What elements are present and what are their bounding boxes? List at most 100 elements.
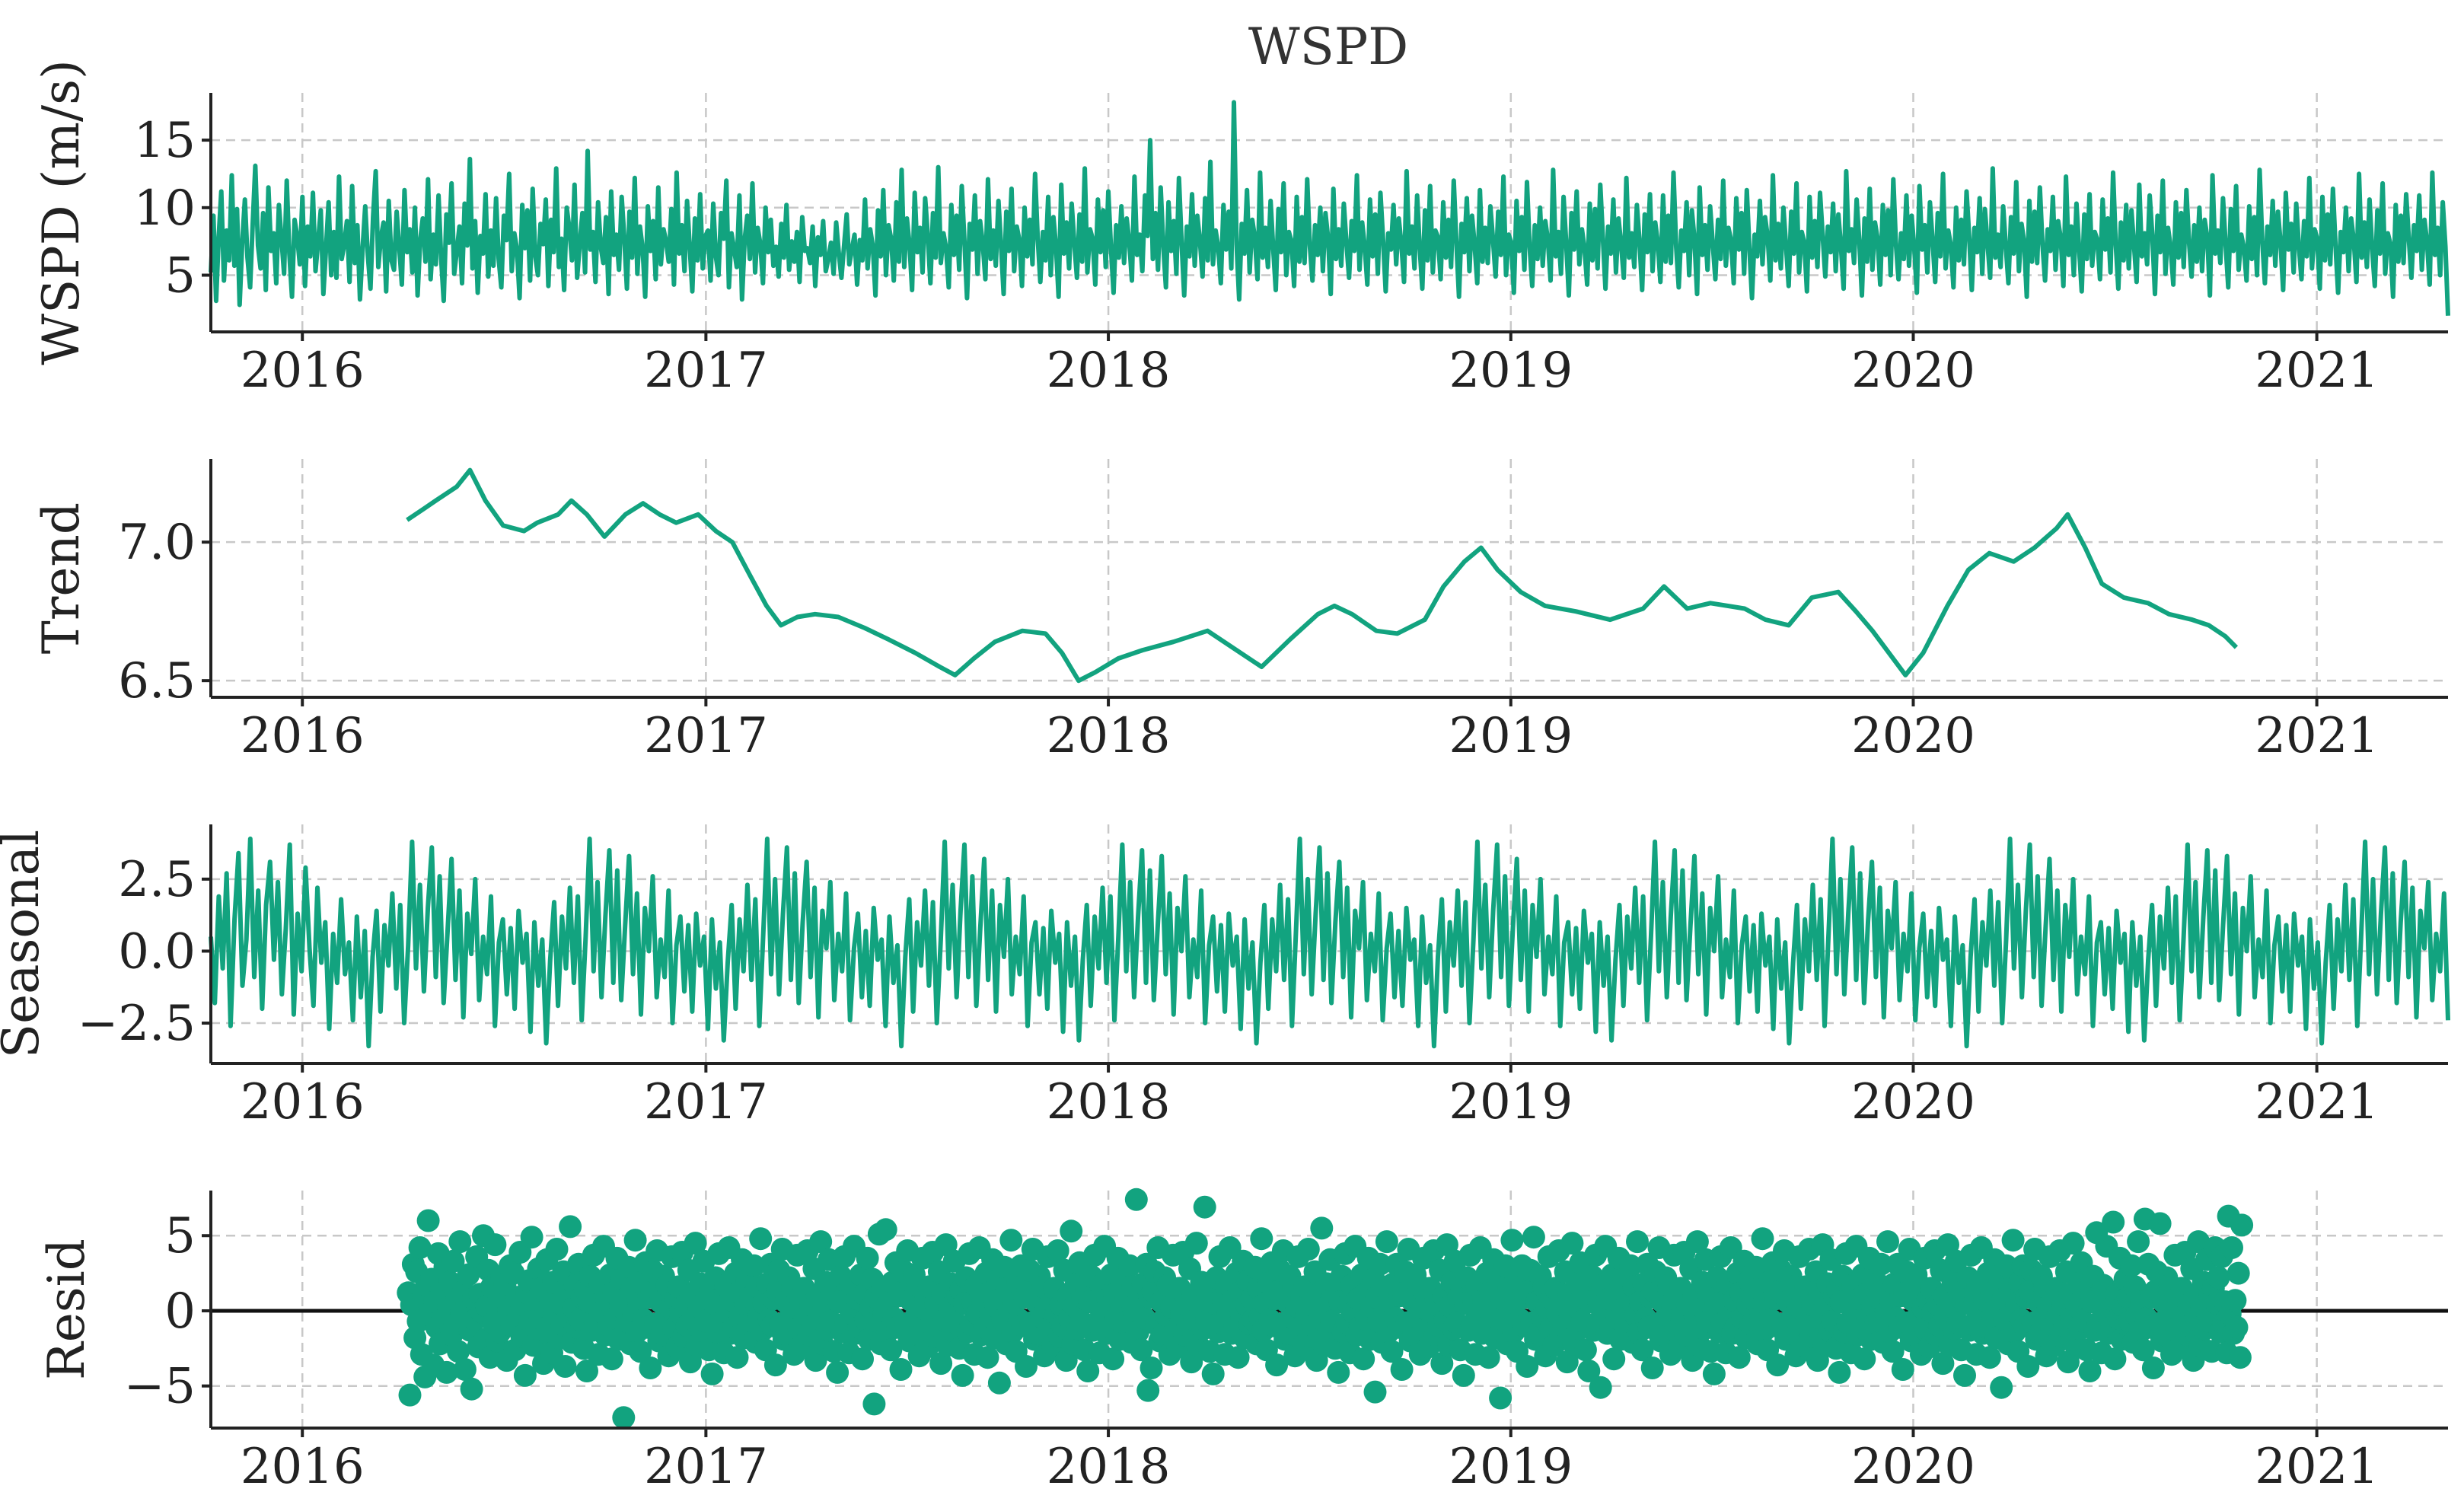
seasonal-ytick-label-0: −2.5 bbox=[78, 996, 196, 1052]
resid-point bbox=[2225, 1315, 2249, 1339]
resid-point bbox=[763, 1353, 787, 1377]
resid-point bbox=[1184, 1232, 1208, 1255]
resid-point bbox=[1978, 1346, 2001, 1369]
resid-point bbox=[2223, 1289, 2247, 1312]
resid-point bbox=[513, 1363, 537, 1387]
resid-point bbox=[1630, 1338, 1654, 1362]
resid-point bbox=[1477, 1346, 1500, 1369]
resid-point bbox=[2001, 1229, 2025, 1252]
resid-point bbox=[2220, 1236, 2243, 1259]
observed-xtick-label-2019: 2019 bbox=[1449, 343, 1573, 399]
resid-point bbox=[1602, 1347, 1626, 1371]
resid-point bbox=[1015, 1355, 1038, 1378]
resid-point bbox=[1130, 1338, 1153, 1362]
resid-point bbox=[408, 1236, 432, 1259]
resid-ytick-label-0: −5 bbox=[124, 1359, 196, 1415]
resid-point bbox=[1101, 1347, 1125, 1371]
resid-point bbox=[700, 1362, 724, 1385]
resid-point bbox=[1994, 1254, 2018, 1277]
resid-point bbox=[1375, 1230, 1398, 1254]
resid-point bbox=[1727, 1346, 1751, 1369]
trend-xtick-label-2021: 2021 bbox=[2255, 708, 2379, 764]
resid-point bbox=[447, 1340, 470, 1363]
resid-point bbox=[1702, 1362, 1726, 1385]
resid-point bbox=[1500, 1229, 1524, 1252]
resid-point bbox=[1853, 1347, 1876, 1371]
resid-point bbox=[398, 1383, 422, 1407]
resid-point bbox=[639, 1357, 662, 1379]
resid-point bbox=[1751, 1227, 1774, 1251]
chart-title: WSPD bbox=[1248, 18, 1408, 76]
resid-point bbox=[993, 1255, 1016, 1279]
resid-point bbox=[1046, 1239, 1069, 1262]
resid-point bbox=[629, 1340, 652, 1363]
resid-point bbox=[1369, 1252, 1392, 1276]
resid-point bbox=[559, 1215, 582, 1239]
resid-point bbox=[1516, 1355, 1539, 1378]
resid-point bbox=[1560, 1232, 1584, 1255]
resid-point bbox=[1589, 1376, 1612, 1399]
resid-point bbox=[1891, 1358, 1914, 1381]
resid-point bbox=[1881, 1340, 1905, 1363]
seasonal-xtick-label-2017: 2017 bbox=[644, 1074, 768, 1130]
resid-point bbox=[1577, 1360, 1601, 1382]
resid-point bbox=[1685, 1230, 1709, 1254]
resid-point bbox=[448, 1230, 472, 1254]
resid-point bbox=[742, 1254, 766, 1277]
resid-ytick-label-2: 5 bbox=[164, 1208, 196, 1264]
observed-series-line bbox=[209, 100, 2450, 316]
resid-point bbox=[1452, 1363, 1475, 1387]
resid-ylabel: Resid bbox=[37, 1239, 96, 1380]
resid-point bbox=[1380, 1340, 1404, 1363]
resid-point bbox=[889, 1358, 913, 1381]
seasonal-xtick-label-2019: 2019 bbox=[1449, 1074, 1573, 1130]
seasonal-xtick-label-2020: 2020 bbox=[1851, 1074, 1975, 1130]
resid-point bbox=[1493, 1254, 1517, 1277]
resid-point bbox=[435, 1360, 458, 1384]
resid-point bbox=[749, 1227, 773, 1251]
resid-point bbox=[520, 1226, 543, 1249]
resid-point bbox=[684, 1232, 707, 1255]
resid-point bbox=[575, 1360, 598, 1382]
resid-point bbox=[2061, 1232, 2085, 1255]
resid-point bbox=[1953, 1363, 1976, 1387]
resid-point bbox=[545, 1238, 569, 1261]
seasonal-xtick-label-2016: 2016 bbox=[241, 1074, 365, 1130]
seasonal-xtick-label-2018: 2018 bbox=[1047, 1074, 1171, 1130]
resid-point bbox=[1060, 1219, 1083, 1243]
resid-point bbox=[2078, 1360, 2102, 1382]
resid-point bbox=[483, 1233, 507, 1257]
resid-point bbox=[809, 1230, 833, 1254]
seasonal-ytick-label-2: 2.5 bbox=[118, 852, 196, 908]
resid-point bbox=[976, 1346, 999, 1369]
resid-points bbox=[397, 1188, 2254, 1430]
resid-point bbox=[862, 1392, 886, 1416]
resid-point bbox=[999, 1229, 1023, 1252]
resid-point bbox=[1573, 1338, 1597, 1362]
resid-point bbox=[2120, 1254, 2144, 1277]
observed-panel: 2016 2017 2018 2019 2020 2021 5 10 15 WSPD (m/s) bbox=[32, 59, 2450, 399]
resid-point bbox=[2230, 1213, 2254, 1237]
resid-point bbox=[1766, 1353, 1790, 1377]
resid-point bbox=[460, 1377, 483, 1401]
resid-point bbox=[441, 1249, 465, 1273]
resid-xtick-label-2019: 2019 bbox=[1449, 1439, 1573, 1492]
trend-ylabel: Trend bbox=[32, 502, 91, 654]
resid-point bbox=[1265, 1353, 1289, 1377]
observed-xtick-label-2020: 2020 bbox=[1851, 343, 1975, 399]
trend-ytick-label-1: 7.0 bbox=[118, 515, 196, 571]
resid-point bbox=[2131, 1338, 2155, 1362]
resid-point bbox=[1489, 1386, 1513, 1410]
resid-point bbox=[553, 1355, 577, 1378]
seasonal-panel: 2016 2017 2018 2019 2020 2021 −2.5 0.0 2.5 Season… bbox=[0, 824, 2450, 1130]
resid-panel: 2016 2017 2018 2019 2020 2021 −5 0 5 Resid bbox=[37, 1188, 2448, 1492]
trend-xtick-label-2017: 2017 bbox=[644, 708, 768, 764]
resid-point bbox=[1626, 1230, 1649, 1254]
observed-ylabel: WSPD (m/s) bbox=[32, 59, 91, 365]
resid-point bbox=[1124, 1188, 1148, 1211]
resid-point bbox=[1140, 1357, 1163, 1379]
resid-point bbox=[1555, 1350, 1579, 1374]
resid-point bbox=[1390, 1358, 1414, 1381]
resid-point bbox=[826, 1360, 849, 1384]
